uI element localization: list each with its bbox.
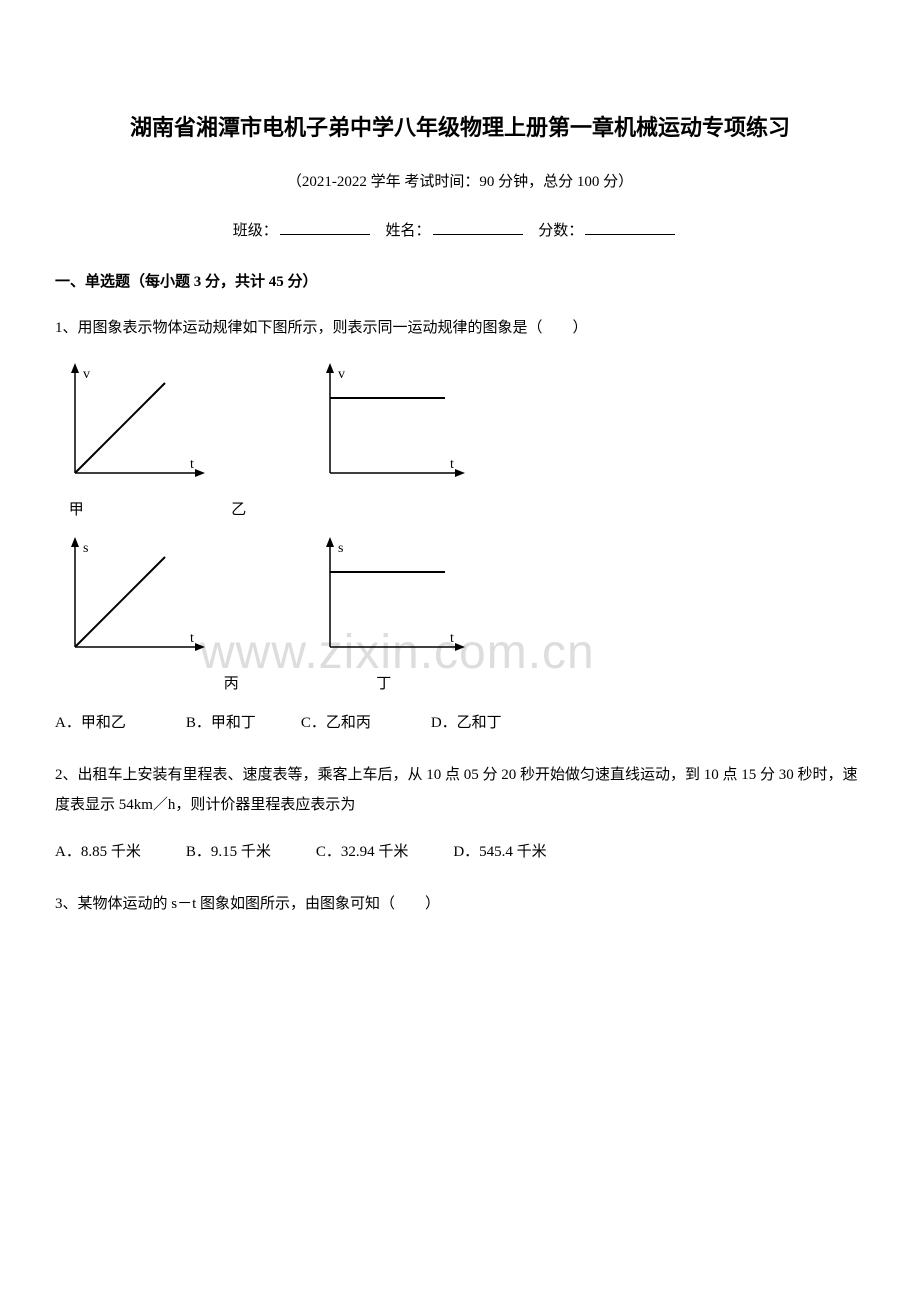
graph-bing: s t (55, 537, 205, 657)
svg-text:v: v (338, 367, 345, 382)
q3-stem: 3、某物体运动的 s－t 图象如图所示，由图象可知（ ） (55, 889, 865, 919)
section-heading: 一、单选题（每小题 3 分，共计 45 分） (55, 270, 865, 291)
page-title: 湖南省湘潭市电机子弟中学八年级物理上册第一章机械运动专项练习 (55, 110, 865, 142)
q2-stem: 2、出租车上安装有里程表、速度表等，乘客上车后，从 10 点 05 分 20 秒… (55, 760, 865, 820)
student-info-line: 班级： 姓名： 分数： (55, 219, 865, 240)
svg-text:t: t (190, 457, 194, 472)
name-blank (433, 219, 523, 235)
graph-row-2: s t s t (55, 537, 865, 657)
svg-text:t: t (190, 631, 194, 646)
exam-info: （2021-2022 学年 考试时间：90 分钟，总分 100 分） (55, 170, 865, 191)
score-label: 分数： (538, 223, 583, 239)
label-ding: 丁 (376, 676, 391, 692)
label-yi: 乙 (231, 502, 246, 518)
svg-text:v: v (83, 367, 90, 382)
name-label: 姓名： (385, 223, 430, 239)
svg-text:t: t (450, 457, 454, 472)
class-label: 班级： (233, 223, 278, 239)
class-blank (280, 219, 370, 235)
q2-options: A．8.85 千米 B．9.15 千米 C．32.94 千米 D．545.4 千… (55, 840, 865, 861)
graph-yi: v t (315, 363, 465, 483)
svg-text:t: t (450, 631, 454, 646)
graph-jia: v t (55, 363, 205, 483)
graph-row-1: v t v t (55, 363, 865, 483)
label-bing: 丙 (224, 676, 239, 692)
svg-text:s: s (338, 541, 343, 556)
q1-options: A．甲和乙 B．甲和丁 C．乙和丙 D．乙和丁 (55, 711, 865, 732)
label-jia: 甲 (69, 502, 84, 518)
q1-stem: 1、用图象表示物体运动规律如下图所示，则表示同一运动规律的图象是（ ） (55, 313, 865, 343)
graph-labels-2: 丙 丁 (55, 672, 865, 693)
graph-labels-1: 甲 乙 (55, 498, 865, 519)
svg-text:s: s (83, 541, 88, 556)
score-blank (585, 219, 675, 235)
graph-ding: s t (315, 537, 465, 657)
